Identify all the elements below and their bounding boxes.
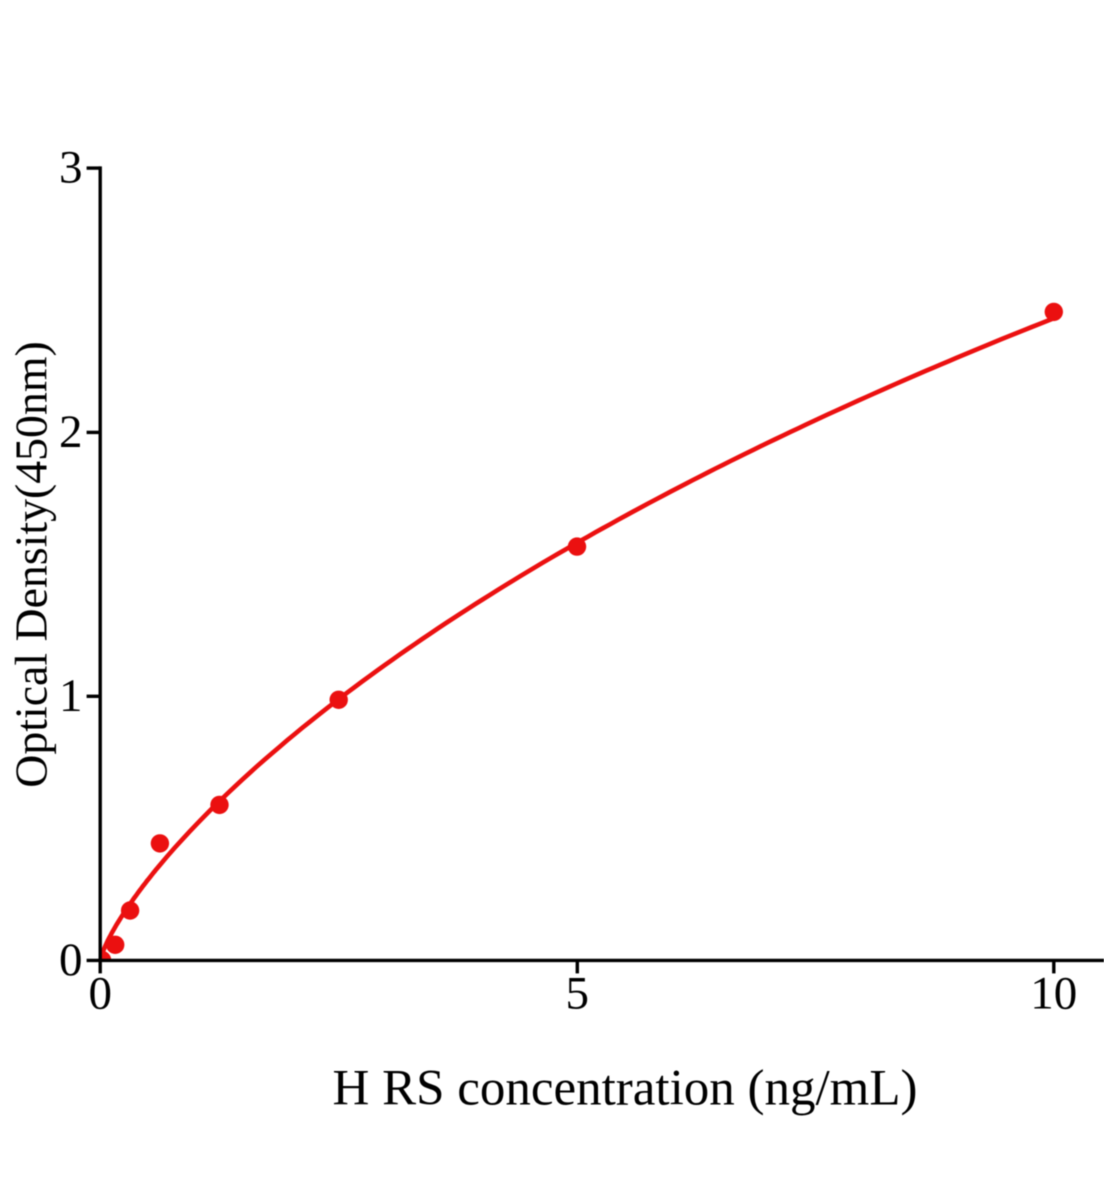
svg-text:H RS concentration (ng/mL): H RS concentration (ng/mL) bbox=[333, 1060, 918, 1116]
svg-text:10: 10 bbox=[1030, 968, 1077, 1020]
svg-text:2: 2 bbox=[59, 406, 83, 458]
svg-text:Optical Density(450nm): Optical Density(450nm) bbox=[6, 341, 57, 787]
svg-text:0: 0 bbox=[59, 934, 83, 986]
svg-text:1: 1 bbox=[59, 670, 83, 722]
svg-text:5: 5 bbox=[566, 968, 590, 1020]
svg-text:0: 0 bbox=[89, 968, 113, 1020]
svg-text:3: 3 bbox=[59, 142, 83, 194]
